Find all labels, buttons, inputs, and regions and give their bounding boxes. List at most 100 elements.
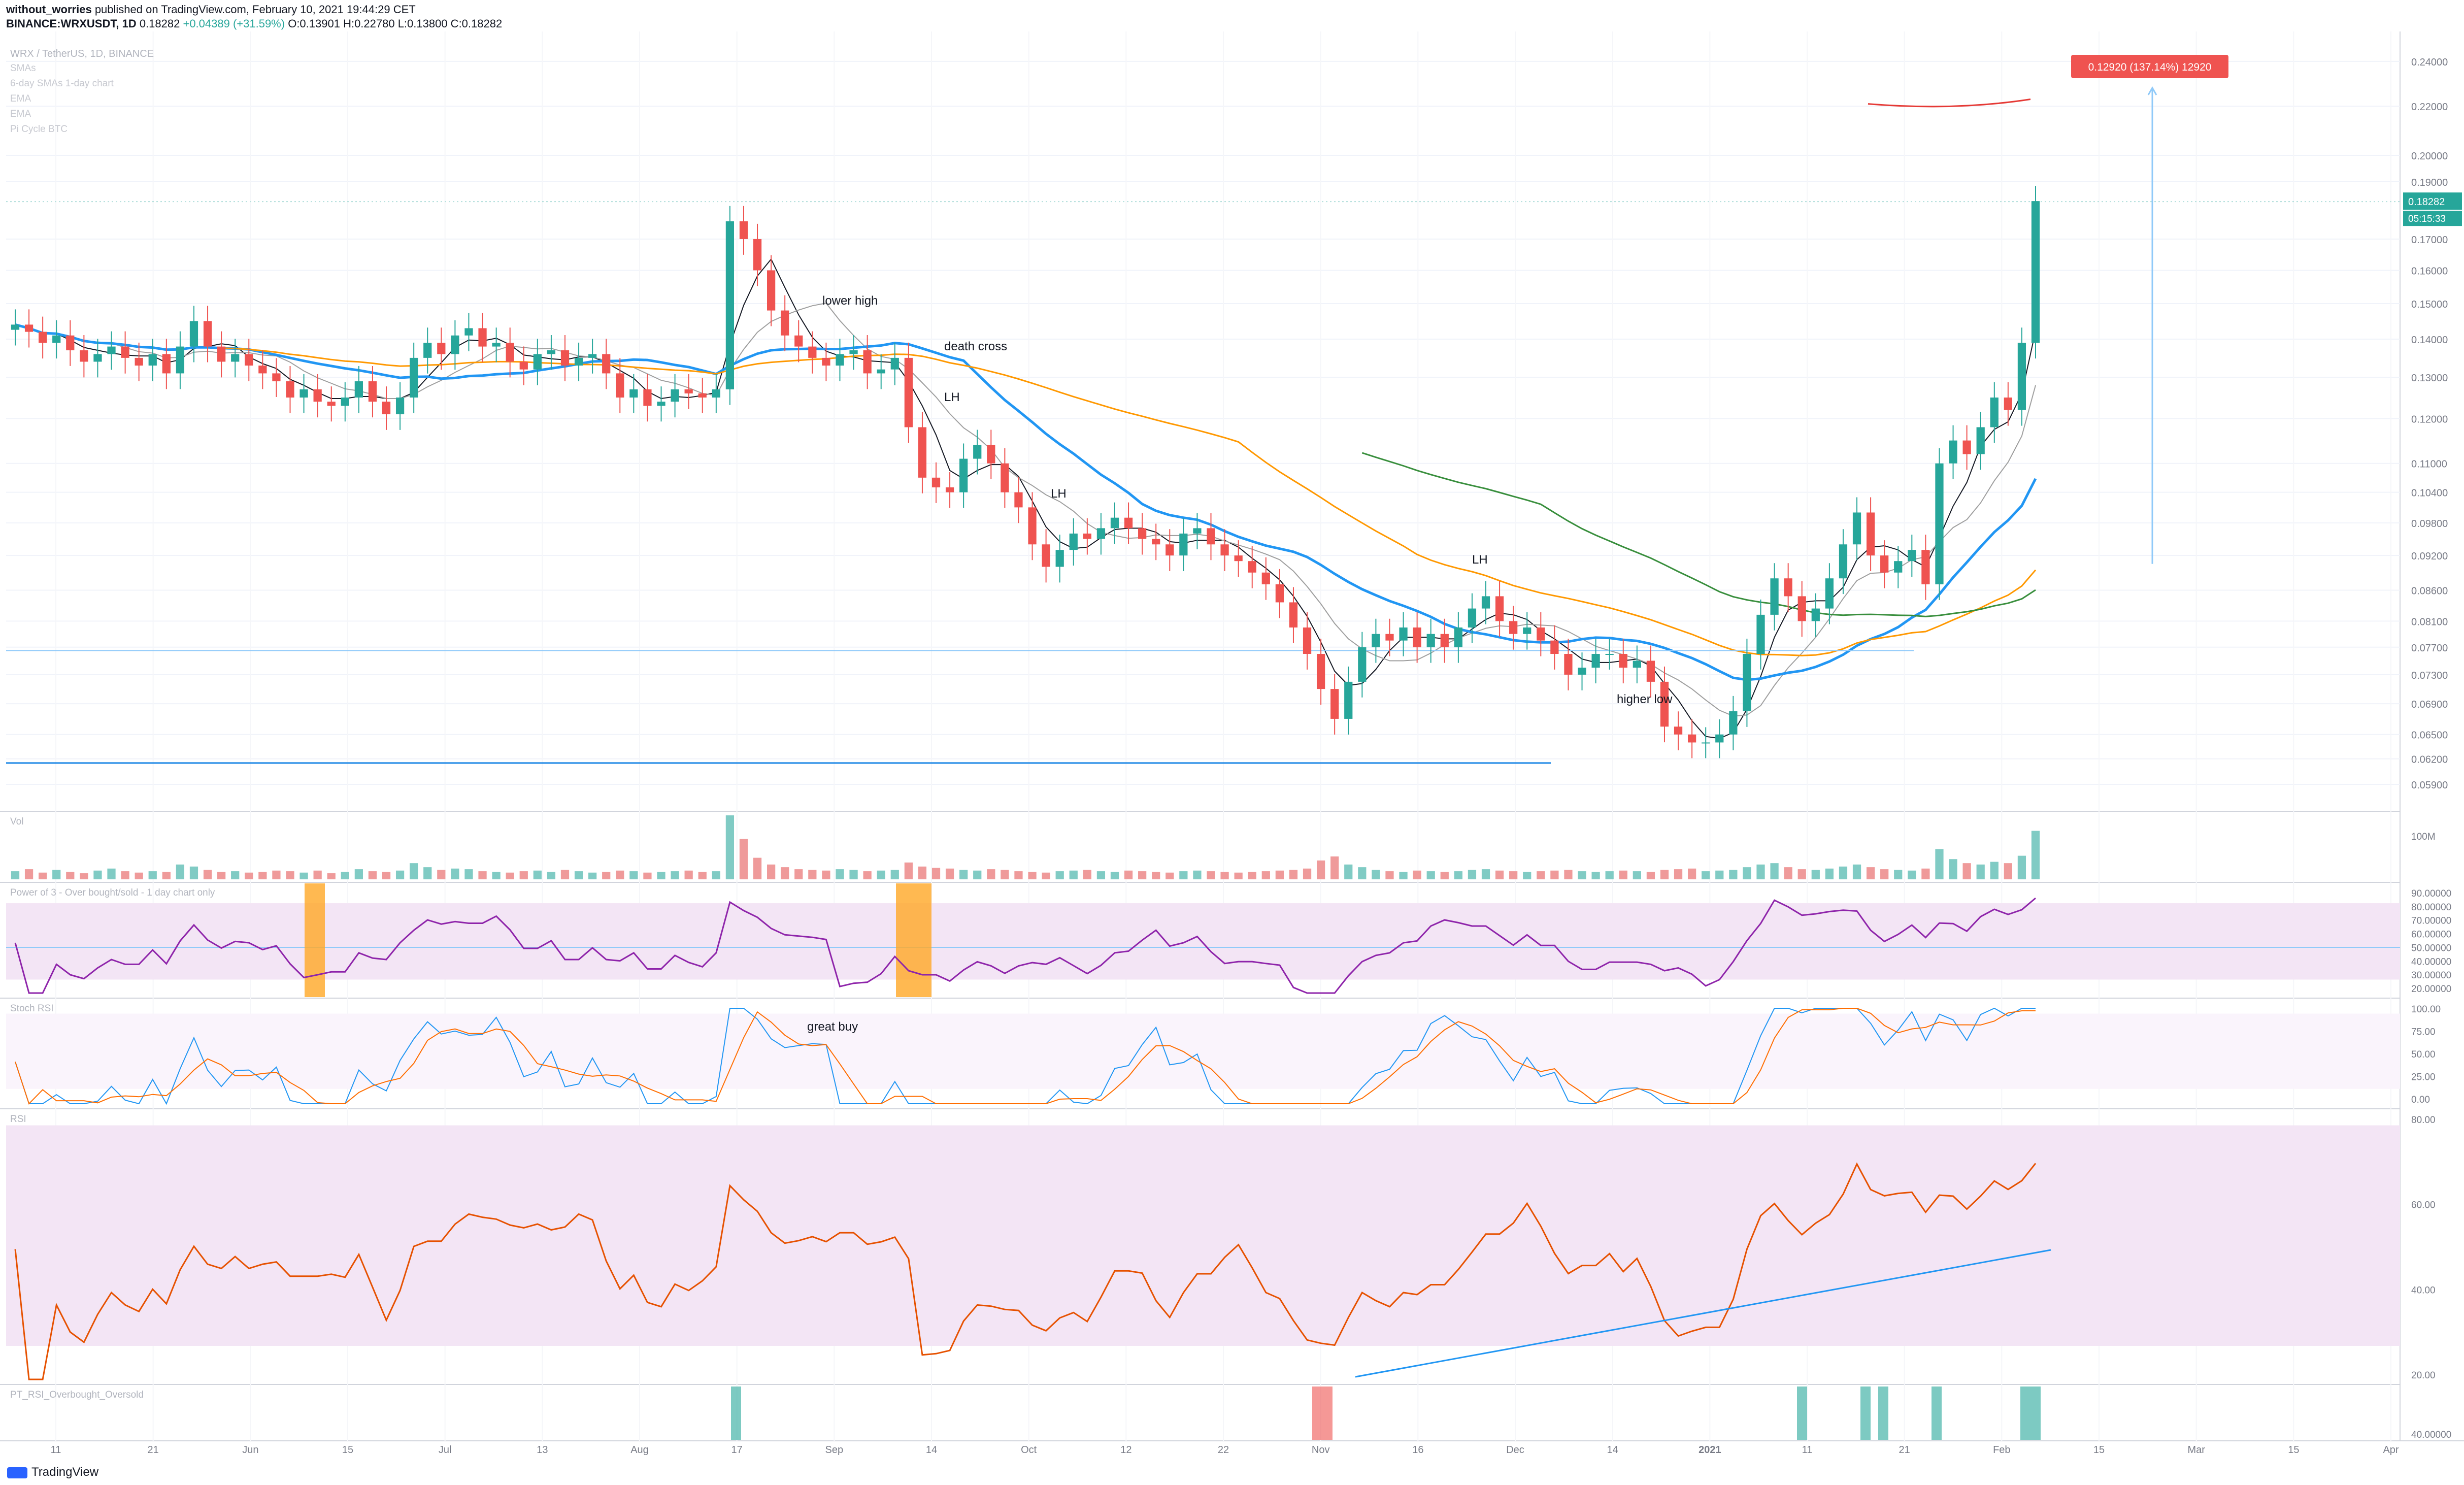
candle-body[interactable] [1674, 727, 1683, 735]
legend-title[interactable]: WRX / TetherUS, 1D, BINANCE [10, 48, 154, 59]
oscillator-title[interactable]: PT_RSI_Overbought_Oversold [10, 1390, 144, 1400]
candle-body[interactable] [1110, 517, 1119, 529]
oscillator-title[interactable]: RSI [10, 1114, 26, 1125]
candle-body[interactable] [1633, 661, 1641, 668]
candle-body[interactable] [1495, 596, 1504, 621]
candle-body[interactable] [189, 321, 198, 347]
candle-body[interactable] [1289, 602, 1298, 628]
candle-body[interactable] [1908, 550, 1916, 562]
candle-body[interactable] [1275, 584, 1284, 603]
candle-body[interactable] [478, 328, 487, 347]
candle-body[interactable] [1688, 734, 1696, 743]
candle-body[interactable] [341, 398, 349, 406]
candle-body[interactable] [148, 354, 157, 366]
candle-body[interactable] [437, 343, 446, 354]
candle-body[interactable] [1248, 561, 1256, 573]
chart-annotation[interactable]: LH [944, 390, 960, 404]
candle-body[interactable] [506, 343, 514, 362]
candle-body[interactable] [1179, 533, 1188, 556]
candle-body[interactable] [1358, 647, 1367, 682]
candle-body[interactable] [547, 350, 556, 354]
candle-body[interactable] [176, 346, 185, 374]
chart-annotation[interactable]: LH [1472, 553, 1488, 567]
candle-body[interactable] [423, 343, 432, 358]
candle-body[interactable] [863, 350, 872, 374]
candle-body[interactable] [1234, 555, 1243, 562]
candle-body[interactable] [1619, 654, 1627, 668]
candle-body[interactable] [1894, 561, 1903, 573]
candle-body[interactable] [1028, 507, 1037, 545]
candle-body[interactable] [217, 346, 226, 362]
candle-body[interactable] [1591, 654, 1600, 668]
candle-body[interactable] [1413, 627, 1421, 647]
candle-body[interactable] [1962, 440, 1971, 454]
candle-body[interactable] [1426, 634, 1435, 647]
candle-body[interactable] [1166, 544, 1174, 556]
chart-annotation[interactable]: LH [1051, 487, 1067, 501]
candle-body[interactable] [1096, 528, 1106, 539]
candle-body[interactable] [1880, 555, 1889, 573]
candle-body[interactable] [66, 335, 75, 350]
price-axis-strip[interactable] [2400, 31, 2464, 1441]
candle-body[interactable] [533, 354, 542, 370]
candle-body[interactable] [602, 354, 611, 374]
candle-body[interactable] [657, 402, 665, 406]
candle-body[interactable] [1949, 440, 1957, 464]
chart-annotation[interactable]: death cross [944, 340, 1007, 353]
candle-body[interactable] [1537, 627, 1545, 641]
candle-body[interactable] [1138, 528, 1147, 539]
candle-body[interactable] [519, 361, 528, 370]
candle-body[interactable] [959, 458, 968, 492]
candle-body[interactable] [767, 270, 776, 311]
candle-body[interactable] [712, 389, 720, 398]
candle-body[interactable] [1743, 654, 1751, 711]
candle-body[interactable] [1193, 528, 1202, 534]
candle-body[interactable] [1852, 512, 1861, 545]
candle-body[interactable] [973, 445, 982, 459]
author-name[interactable]: without_worries [6, 3, 92, 16]
candle-body[interactable] [1069, 533, 1078, 550]
oscillator-title[interactable]: Stoch RSI [10, 1003, 54, 1014]
candle-body[interactable] [1454, 627, 1462, 647]
candle-body[interactable] [1578, 668, 1586, 675]
candle-body[interactable] [1921, 550, 1930, 584]
candle-body[interactable] [1935, 463, 1944, 584]
candle-body[interactable] [2004, 398, 2012, 410]
candle-body[interactable] [1261, 572, 1270, 584]
chart-annotation[interactable]: great buy [807, 1020, 858, 1034]
candle-body[interactable] [80, 350, 88, 362]
candle-body[interactable] [162, 354, 171, 374]
candle-body[interactable] [1385, 634, 1394, 641]
candle-body[interactable] [1083, 533, 1091, 539]
candle-body[interactable] [836, 354, 844, 366]
candle-body[interactable] [1990, 398, 1999, 427]
candle-body[interactable] [39, 332, 47, 343]
candle-body[interactable] [464, 328, 473, 336]
candle-body[interactable] [616, 373, 624, 398]
candle-body[interactable] [121, 346, 129, 358]
candle-body[interactable] [24, 324, 34, 332]
candle-body[interactable] [822, 357, 830, 366]
candle-body[interactable] [1564, 654, 1573, 675]
candle-body[interactable] [588, 354, 597, 358]
chart-annotation[interactable]: higher low [1617, 692, 1673, 706]
candle-body[interactable] [286, 381, 294, 398]
candle-body[interactable] [1207, 528, 1215, 545]
candle-body[interactable] [1866, 512, 1875, 556]
last-price-tag[interactable] [2403, 192, 2462, 210]
candle-body[interactable] [1976, 427, 1985, 454]
candle-body[interactable] [1220, 544, 1229, 556]
candle-body[interactable] [987, 445, 995, 464]
candle-body[interactable] [1660, 681, 1669, 727]
candle-body[interactable] [1124, 517, 1133, 529]
candle-body[interactable] [1550, 640, 1559, 654]
candle-body[interactable] [451, 335, 459, 354]
candle-body[interactable] [808, 346, 817, 358]
candle-body[interactable] [560, 350, 570, 366]
candle-body[interactable] [643, 389, 652, 406]
candle-body[interactable] [1014, 492, 1023, 508]
oversold-highlight[interactable] [896, 883, 931, 997]
candle-body[interactable] [382, 402, 391, 415]
candle-body[interactable] [698, 393, 707, 398]
candle-body[interactable] [1399, 627, 1408, 641]
